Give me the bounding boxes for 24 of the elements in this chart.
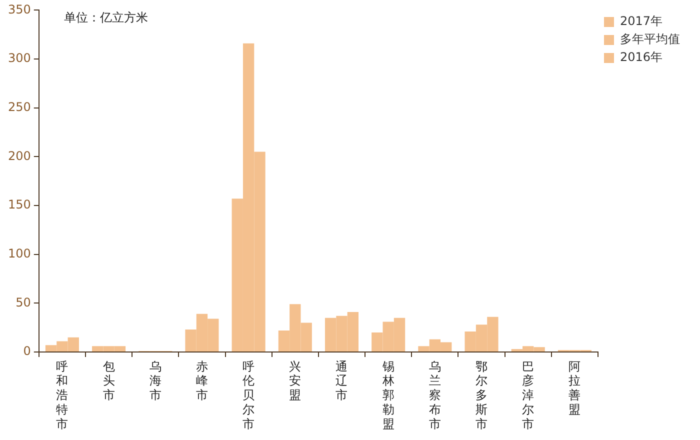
x-tick-label: 通辽市 bbox=[336, 359, 348, 402]
x-tick-label: 巴彦淖尔市 bbox=[522, 359, 534, 431]
x-tick-label: 乌兰察布市 bbox=[428, 359, 441, 431]
x-tick-label: 鄂尔多斯市 bbox=[476, 359, 488, 431]
legend-label: 2016年 bbox=[620, 50, 663, 64]
y-tick-label: 300 bbox=[8, 51, 31, 66]
x-tick-label: 包头市 bbox=[102, 359, 115, 402]
y-tick-label: 0 bbox=[23, 344, 31, 358]
y-tick-label: 350 bbox=[8, 2, 31, 16]
x-tick-label: 阿拉善盟 bbox=[568, 359, 581, 417]
y-tick-label: 250 bbox=[8, 100, 31, 114]
x-tick-label: 乌海市 bbox=[149, 359, 162, 402]
x-tick-label: 兴安盟 bbox=[289, 359, 302, 402]
legend-label: 2017年 bbox=[620, 14, 663, 28]
annotation: 单位：亿立方米 bbox=[64, 10, 148, 24]
y-tick-label: 50 bbox=[16, 295, 31, 310]
x-tick-label: 赤峰市 bbox=[196, 359, 208, 402]
y-tick-label: 200 bbox=[8, 148, 31, 163]
x-tick-label: 呼和浩特市 bbox=[56, 359, 68, 431]
y-tick-label: 100 bbox=[8, 246, 31, 260]
y-tick-label: 150 bbox=[8, 198, 31, 212]
legend-label: 多年平均值 bbox=[620, 32, 680, 46]
x-tick-label: 呼伦贝尔市 bbox=[242, 359, 255, 431]
x-tick-label: 锡林郭勒盟 bbox=[381, 359, 394, 431]
